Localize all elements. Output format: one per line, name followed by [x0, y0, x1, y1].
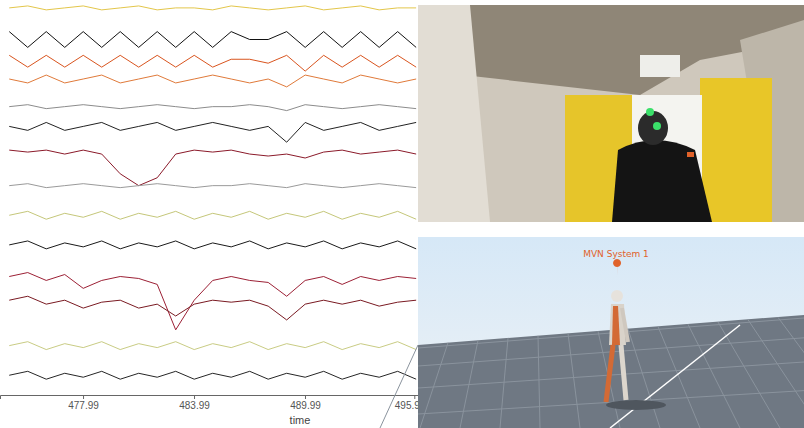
- x-tick-mark: [194, 395, 195, 399]
- ceiling-light: [640, 55, 680, 77]
- grid-line: [628, 329, 660, 428]
- sensor-strap: [687, 152, 694, 157]
- avatar-shadow: [606, 400, 666, 410]
- avatar-marker: [613, 259, 621, 277]
- eeg-trace: [9, 32, 416, 48]
- x-axis-line: [1, 396, 419, 400]
- x-tick: 495.9: [395, 395, 420, 411]
- avatar-head: [611, 290, 623, 302]
- eeg-trace: [9, 150, 416, 186]
- x-tick-label: 477.99: [68, 400, 99, 411]
- traces: [9, 6, 416, 379]
- x-axis-title: time: [290, 414, 311, 426]
- x-tick-label: 495.9: [395, 400, 420, 411]
- eeg-trace: [9, 75, 416, 87]
- page: 477.99 483.99 489.99 495.9 time MVN System 1: [0, 0, 804, 428]
- grid-line: [748, 320, 804, 428]
- x-tick-mark: [83, 395, 84, 399]
- grid-line: [420, 343, 448, 428]
- person-torso: [612, 140, 712, 222]
- x-tick-label: 489.99: [290, 400, 321, 411]
- avatar-sky: [418, 237, 804, 428]
- grid-line: [538, 336, 540, 428]
- grid-line: [718, 322, 780, 428]
- eeg-chart: 477.99 483.99 489.99 495.9 time: [1, 6, 421, 426]
- x-tick: 477.99: [68, 395, 99, 411]
- grid-line: [598, 331, 620, 428]
- left-wall: [418, 5, 490, 222]
- avatar-arm: [622, 308, 628, 342]
- camera-frame: [418, 5, 804, 222]
- x-tick-mark: [305, 395, 306, 399]
- avatar-torso-side: [612, 306, 620, 345]
- eeg-trace: [9, 184, 416, 188]
- grid-line: [380, 345, 418, 428]
- yellow-panel: [700, 78, 772, 222]
- eeg-trace: [9, 342, 416, 350]
- x-tick: 489.99: [290, 395, 321, 411]
- head-marker: [646, 108, 654, 116]
- grid-line: [658, 327, 700, 428]
- x-axis: 477.99 483.99 489.99 495.9: [1, 395, 421, 411]
- eeg-trace: [9, 273, 416, 330]
- eeg-trace: [9, 6, 416, 10]
- avatar-label: MVN System 1: [583, 249, 649, 259]
- avatar-figure: [606, 259, 666, 410]
- eeg-trace: [9, 122, 416, 142]
- avatar-leg: [606, 345, 613, 402]
- grid-line: [688, 324, 740, 428]
- grid-line: [418, 391, 804, 414]
- avatar-view: MVN System 1: [380, 237, 804, 428]
- eeg-trace: [9, 211, 416, 219]
- x-tick: 483.99: [179, 395, 210, 411]
- avatar-leg: [621, 345, 626, 400]
- floor-grid: [380, 315, 804, 428]
- grid-line: [568, 334, 580, 428]
- grid-line: [778, 317, 804, 428]
- eeg-trace: [9, 241, 416, 249]
- person-head: [638, 111, 668, 145]
- eeg-trace: [9, 371, 416, 379]
- eeg-trace: [9, 105, 416, 111]
- x-tick-label: 483.99: [179, 400, 210, 411]
- grid-line: [500, 338, 508, 428]
- x-tick-mark: [414, 395, 415, 399]
- eeg-trace: [9, 296, 416, 320]
- camera-view: [418, 5, 804, 222]
- head-marker: [653, 122, 661, 130]
- eeg-trace: [9, 55, 416, 71]
